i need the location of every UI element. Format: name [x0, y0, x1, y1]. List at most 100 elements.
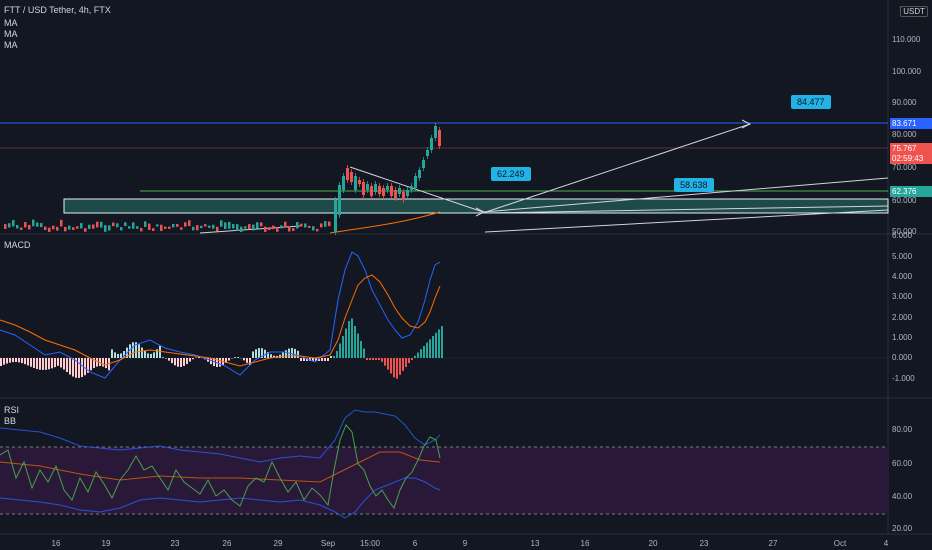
price-candle: [334, 200, 337, 232]
macd-histogram-bar: [324, 358, 326, 361]
price-candle: [60, 219, 63, 227]
macd-histogram-bar: [351, 318, 353, 358]
macd-histogram-bar: [243, 358, 245, 361]
macd-histogram-bar: [93, 358, 95, 369]
macd-histogram-bar: [69, 358, 71, 375]
price-candle: [24, 222, 27, 228]
ma-curve: [329, 211, 441, 234]
price-candle: [390, 186, 393, 196]
macd-histogram-bar: [87, 358, 89, 373]
macd-histogram-bar: [42, 358, 44, 370]
macd-histogram-bar: [291, 348, 293, 358]
macd-histogram-bar: [267, 351, 269, 358]
macd-histogram-bar: [0, 358, 2, 366]
macd-histogram-bar: [147, 353, 149, 358]
macd-histogram-bar: [84, 358, 86, 376]
rsi-pane: [0, 409, 888, 519]
macd-histogram-bar: [252, 351, 254, 358]
price-candle: [8, 223, 11, 228]
price-candle: [232, 224, 235, 229]
price-candle: [216, 226, 219, 232]
macd-histogram-bar: [399, 358, 401, 375]
price-callout-62249[interactable]: 62.249: [491, 167, 531, 181]
macd-histogram-bar: [6, 358, 8, 364]
price-candle: [240, 226, 243, 232]
price-candle: [272, 225, 275, 230]
price-tick: 100.000: [892, 67, 921, 76]
price-candle: [160, 224, 163, 231]
price-candle: [192, 226, 195, 231]
price-candle: [152, 228, 155, 231]
indicator-ma-2[interactable]: MA: [4, 29, 18, 39]
bb-pane-label[interactable]: BB: [4, 416, 17, 426]
macd-histogram-bar: [159, 345, 161, 358]
price-callout-58638[interactable]: 58.638: [674, 178, 714, 192]
price-candle: [80, 223, 83, 229]
macd-histogram-bar: [183, 358, 185, 366]
rsi-tick: 40.00: [892, 492, 913, 501]
indicator-ma-3[interactable]: MA: [4, 40, 18, 50]
macd-pane-label[interactable]: MACD: [4, 240, 31, 250]
time-tick: 26: [222, 539, 232, 548]
macd-histogram-bar: [318, 358, 320, 361]
price-candle: [288, 226, 291, 232]
price-candle: [346, 168, 349, 180]
price-candle: [156, 224, 159, 227]
trend-line-2[interactable]: [482, 177, 889, 213]
wedge-line-top[interactable]: [349, 166, 484, 213]
trend-line-5[interactable]: [199, 225, 301, 234]
price-candle: [48, 227, 51, 232]
macd-histogram-bar: [102, 358, 104, 367]
macd-histogram-bar: [261, 348, 263, 358]
indicator-ma-1[interactable]: MA: [4, 18, 18, 28]
macd-histogram-bar: [72, 358, 74, 377]
macd-histogram: [0, 318, 443, 379]
macd-histogram-bar: [27, 358, 29, 366]
macd-histogram-bar: [174, 358, 176, 366]
macd-histogram-bar: [228, 358, 230, 361]
macd-tick: 4.000: [892, 272, 913, 281]
macd-histogram-bar: [54, 358, 56, 368]
time-tick: 13: [530, 539, 540, 548]
price-candle: [180, 227, 183, 230]
price-candle: [438, 130, 441, 146]
price-candle: [338, 185, 341, 215]
price-candle: [422, 160, 425, 168]
macd-histogram-bar: [21, 358, 23, 364]
price-candles: [4, 123, 441, 235]
macd-histogram-bar: [273, 355, 275, 358]
rsi-pane-label[interactable]: RSI: [4, 405, 20, 415]
price-callout-84477[interactable]: 84.477: [791, 95, 831, 109]
macd-histogram-bar: [423, 345, 425, 358]
trend-line-4[interactable]: [484, 209, 889, 233]
support-zone-box[interactable]: [63, 198, 889, 214]
price-candle: [68, 225, 71, 230]
macd-histogram-bar: [303, 358, 305, 361]
time-tick: 20: [648, 539, 658, 548]
price-candle: [212, 224, 215, 229]
price-candle: [236, 224, 239, 231]
macd-histogram-bar: [66, 358, 68, 373]
price-candle: [76, 226, 79, 229]
rsi-tick: 20.00: [892, 524, 913, 533]
price-candle: [124, 222, 127, 227]
green-line-price-tag: 62.376: [890, 186, 932, 197]
macd-histogram-bar: [354, 326, 356, 358]
trend-line-1[interactable]: [482, 123, 751, 214]
price-candle: [136, 226, 139, 229]
macd-tick: -1.000: [892, 374, 915, 383]
price-candle: [410, 186, 413, 190]
price-candle: [328, 221, 331, 227]
price-candle: [312, 226, 315, 231]
trend-line-3[interactable]: [482, 205, 889, 214]
price-candle: [292, 228, 295, 231]
bb-basis: [0, 451, 441, 483]
symbol-title[interactable]: FTT / USD Tether, 4h, FTX: [4, 5, 111, 15]
price-candle: [132, 222, 135, 229]
macd-histogram-bar: [120, 353, 122, 358]
price-candle: [386, 186, 389, 190]
price-candle: [256, 222, 259, 229]
currency-badge[interactable]: USDT: [900, 6, 928, 17]
macd-histogram-bar: [96, 358, 98, 367]
